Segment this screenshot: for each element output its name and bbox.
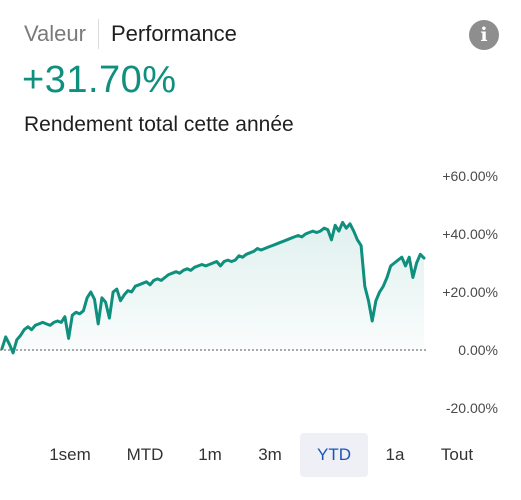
range-tout[interactable]: Tout xyxy=(440,445,474,464)
y-tick-label: +60.00% xyxy=(442,168,498,184)
performance-value: +31.70% xyxy=(22,59,177,101)
range-1a[interactable]: 1a xyxy=(385,445,405,464)
performance-caption: Rendement total cette année xyxy=(24,113,294,136)
chart-series-line xyxy=(0,220,426,355)
range-1sem[interactable]: 1sem xyxy=(49,445,91,464)
y-tick-label: +40.00% xyxy=(442,226,498,242)
y-tick-label: -20.00% xyxy=(446,400,498,416)
range-mtd[interactable]: MTD xyxy=(126,445,164,464)
tab-valeur[interactable]: Valeur xyxy=(24,21,86,46)
range-selector: 1sem MTD 1m 3m YTD 1a Tout xyxy=(0,433,521,477)
range-ytd[interactable]: YTD xyxy=(300,433,368,477)
tab-divider xyxy=(97,19,99,49)
y-tick-label: 0.00% xyxy=(458,342,498,358)
performance-chart[interactable]: +60.00% +40.00% +20.00% 0.00% -20.00% xyxy=(0,150,521,430)
y-tick-label: +20.00% xyxy=(442,284,498,300)
view-tabs: Valeur Performance xyxy=(24,18,237,50)
tab-performance[interactable]: Performance xyxy=(110,21,237,46)
range-1m[interactable]: 1m xyxy=(198,445,222,464)
range-3m[interactable]: 3m xyxy=(258,445,282,464)
chart-area-fill xyxy=(2,222,424,353)
info-icon[interactable]: i xyxy=(469,20,499,50)
